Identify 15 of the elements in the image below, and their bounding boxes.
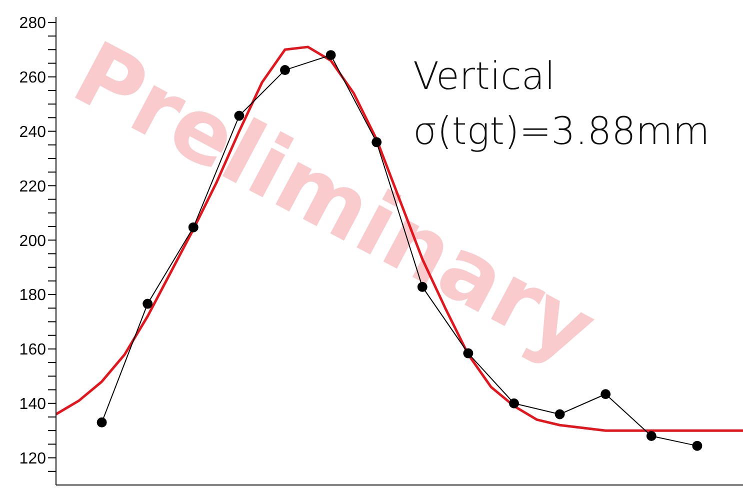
y-tick-label: 140 <box>19 396 46 414</box>
point <box>646 431 656 442</box>
y-tick-label: 180 <box>19 287 46 304</box>
point <box>600 389 611 400</box>
point <box>692 440 702 451</box>
y-tick-label: 260 <box>19 70 46 87</box>
y-tick-label: 220 <box>19 178 46 196</box>
point <box>554 409 565 420</box>
y-tick-label: 280 <box>19 15 46 32</box>
y-tick-label: 200 <box>19 232 46 250</box>
point <box>509 398 519 408</box>
y-tick-label: 240 <box>19 124 46 141</box>
point <box>96 417 107 428</box>
y-tick-label: 120 <box>19 450 46 468</box>
y-tick-label: 160 <box>19 342 46 359</box>
